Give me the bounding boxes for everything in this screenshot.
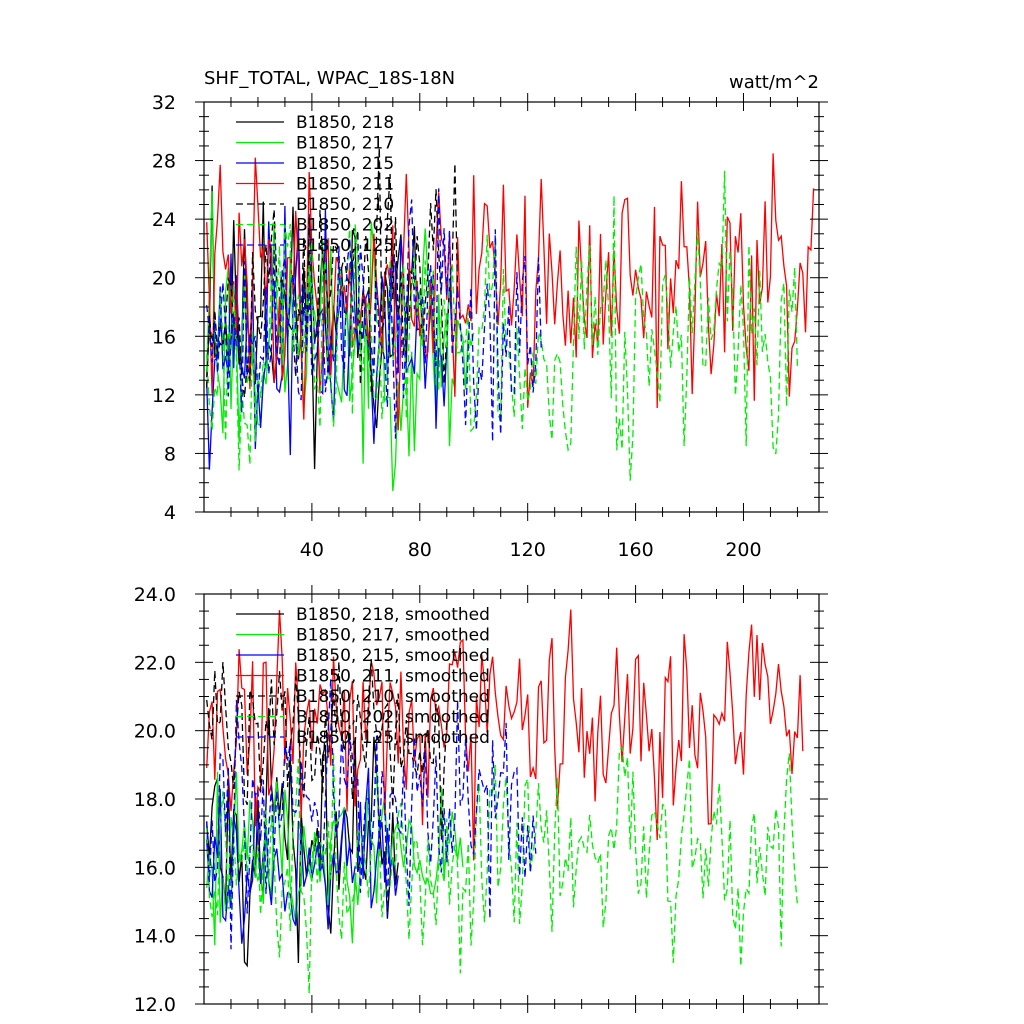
legend-label: B1850, 202	[296, 216, 394, 236]
x-tick-label: 80	[408, 539, 432, 561]
y-tick-label: 8	[164, 443, 176, 465]
legend-label: B1850, 210	[296, 195, 394, 215]
panel-bottom: 12.0 14.0 16.0 18.0 20.0 22.0 24.0 B1850, 218, …	[134, 584, 828, 1016]
x-tick-label: 120	[510, 539, 546, 561]
series-line-3	[206, 609, 804, 861]
y-tick-label: 14.0	[134, 926, 176, 948]
panel-top: 40 80 120 160 200 4 8 12 16 20 24 28 32 SHF_TOTAL, WP…	[152, 68, 828, 561]
y-tick-label: 16	[152, 326, 176, 348]
legend-label: B1850, 211	[296, 175, 394, 195]
legend-label: B1850, 217	[296, 134, 394, 154]
legend-label: B1850, 218	[296, 113, 394, 133]
y-tick-label: 16.0	[134, 857, 176, 879]
y-tick-label: 18.0	[134, 789, 176, 811]
y-tick-label: 24.0	[134, 584, 176, 606]
series-line-6	[206, 188, 542, 442]
legend-label: B1850, 210, smoothed	[296, 687, 490, 707]
legend-label: B1850, 125	[296, 236, 394, 256]
series-line-5	[206, 170, 799, 481]
y-tick-label: 4	[164, 502, 176, 524]
series-line-6	[206, 678, 537, 950]
legend-label: B1850, 215	[296, 154, 394, 174]
y-tick-label: 28	[152, 151, 176, 173]
series-line-5	[206, 745, 799, 994]
units-label: watt/m^2	[729, 72, 819, 93]
series-lines	[206, 147, 815, 492]
y-tick-label: 20	[152, 268, 176, 290]
x-tick-label: 160	[617, 539, 653, 561]
series-lines	[206, 609, 804, 994]
legend-label: B1850, 211, smoothed	[296, 667, 490, 687]
y-tick-label: 12	[152, 385, 176, 407]
legend-label: B1850, 215, smoothed	[296, 646, 490, 666]
series-line-4	[206, 147, 459, 398]
legend-label: B1850, 218, smoothed	[296, 605, 490, 625]
legend-label: B1850, 125, smoothed	[296, 728, 490, 748]
series-line-3	[206, 153, 815, 431]
y-tick-label: 32	[152, 92, 176, 114]
legend-label: B1850, 217, smoothed	[296, 626, 490, 646]
legend-label: B1850, 202, smoothed	[296, 708, 490, 728]
y-tick-label: 20.0	[134, 721, 176, 743]
y-tick-label: 22.0	[134, 652, 176, 674]
y-tick-label: 24	[152, 209, 176, 231]
series-line-2	[206, 767, 399, 944]
series-line-4	[206, 658, 448, 841]
x-tick-label: 40	[300, 539, 324, 561]
y-tick-label: 12.0	[134, 994, 176, 1016]
x-tick-label: 200	[725, 539, 761, 561]
chart-title: SHF_TOTAL, WPAC_18S-18N	[204, 68, 455, 89]
